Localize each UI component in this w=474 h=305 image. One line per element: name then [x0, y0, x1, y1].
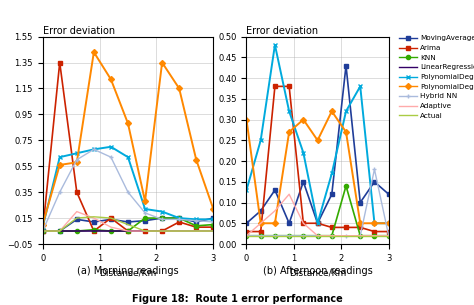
- Text: (a) Morning readings: (a) Morning readings: [77, 267, 179, 277]
- Text: (b) Afternoon readings: (b) Afternoon readings: [263, 267, 373, 277]
- X-axis label: Distance/Km: Distance/Km: [289, 268, 346, 277]
- Text: Error deviation: Error deviation: [246, 26, 319, 36]
- X-axis label: Distance/Km: Distance/Km: [100, 268, 156, 277]
- Text: Figure 18:  Route 1 error performance: Figure 18: Route 1 error performance: [132, 294, 342, 304]
- Text: Error deviation: Error deviation: [43, 26, 115, 36]
- Legend: MovingAverage, Arima, KNN, LinearRegression, PolynomialDegree2, PolynomialDegree: MovingAverage, Arima, KNN, LinearRegress…: [396, 32, 474, 122]
